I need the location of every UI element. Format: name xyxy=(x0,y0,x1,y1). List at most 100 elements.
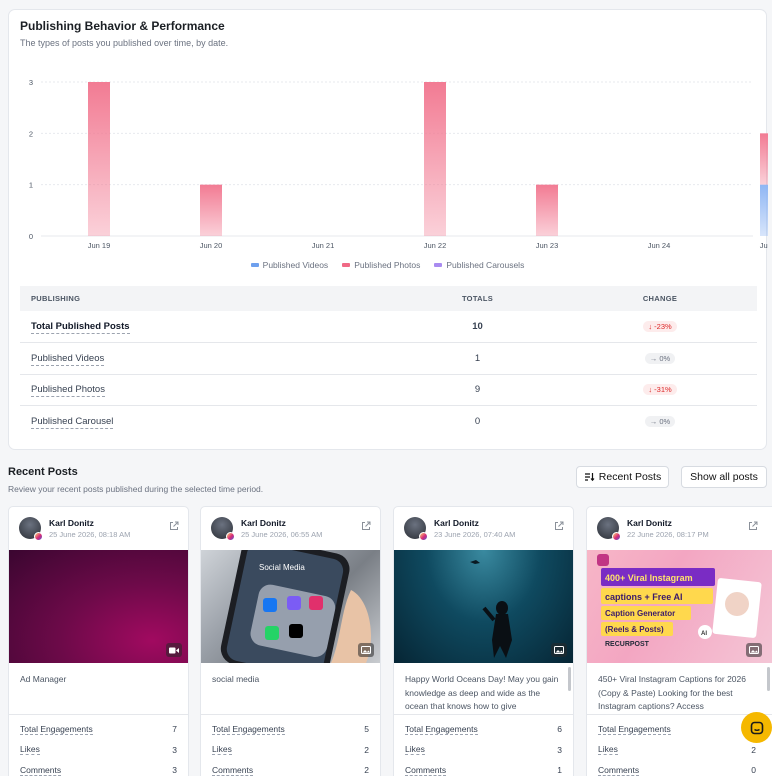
stat-value: 3 xyxy=(557,744,562,755)
row-change: → 0% xyxy=(552,406,757,438)
row-label[interactable]: Published Photos xyxy=(20,374,392,406)
row-total: 9 xyxy=(392,374,552,406)
post-date: 22 June 2026, 08:17 PM xyxy=(627,530,709,539)
diver-photo xyxy=(470,560,512,658)
external-link-icon[interactable] xyxy=(169,521,179,531)
table-row: Published Carousel 0 → 0% xyxy=(20,406,757,438)
bar-published-photos xyxy=(88,82,110,236)
legend-item-carousels[interactable]: Published Carousels xyxy=(434,260,524,270)
instagram-icon xyxy=(34,532,43,541)
row-label-text[interactable]: Total Published Posts xyxy=(31,321,130,334)
stat-row-engagements: Total Engagements 5 xyxy=(212,719,369,740)
stat-label: Comments xyxy=(598,764,640,776)
external-link-icon[interactable] xyxy=(361,521,371,531)
post-date: 23 June 2026, 07:40 AM xyxy=(434,530,516,539)
post-caption: social media xyxy=(212,674,260,684)
post-stats: Total Engagements 6 Likes 3 Comments 1 xyxy=(394,714,573,776)
post-card[interactable]: Karl Donitz 22 June 2026, 08:17 PM 400+ … xyxy=(586,506,772,776)
recent-posts-subtitle: Review your recent posts published durin… xyxy=(8,484,264,494)
bar-published-photos xyxy=(760,133,768,185)
bar-published-photos xyxy=(424,82,446,236)
external-link-icon[interactable] xyxy=(748,521,758,531)
chart-svg: 0 1 2 3 Jun 19 Jun 20 Jun 21 Jun 22 Jun 23 Jun 24… xyxy=(29,78,768,250)
stat-value: 5 xyxy=(364,724,369,735)
post-stats: Total Engagements 5 Likes 2 Comments 2 xyxy=(201,714,380,776)
external-link-icon[interactable] xyxy=(554,521,564,531)
post-date: 25 June 2026, 08:18 AM xyxy=(49,530,131,539)
post-card[interactable]: Karl Donitz 25 June 2026, 08:18 AM Ad Ma… xyxy=(8,506,189,776)
row-label-text[interactable]: Published Videos xyxy=(31,352,105,366)
instagram-icon xyxy=(612,532,621,541)
legend-item-videos[interactable]: Published Videos xyxy=(250,260,328,270)
stat-label: Comments xyxy=(405,764,447,776)
x-tick-label: Jun 23 xyxy=(536,241,559,250)
post-header: Karl Donitz 25 June 2026, 08:18 AM xyxy=(9,507,188,550)
sort-icon xyxy=(584,473,595,482)
chat-icon xyxy=(750,721,763,734)
stat-label: Comments xyxy=(212,764,254,776)
stat-row-comments: Comments 0 xyxy=(598,760,756,776)
legend-label: Published Carousels xyxy=(446,260,525,270)
publishing-table: PUBLISHING TOTALS CHANGE Total Published… xyxy=(20,286,757,437)
row-label[interactable]: Total Published Posts xyxy=(20,311,392,343)
table-row: Published Videos 1 → 0% xyxy=(20,342,757,375)
x-tick-label: Jun 22 xyxy=(424,241,447,250)
row-label[interactable]: Published Videos xyxy=(20,342,392,375)
stat-row-engagements: Total Engagements 7 xyxy=(20,719,177,740)
change-badge: → 0% xyxy=(644,352,676,364)
author-name: Karl Donitz xyxy=(627,518,672,528)
x-tick-label: Jun 20 xyxy=(200,241,223,250)
stat-label: Total Engagements xyxy=(405,723,478,735)
stat-value: 2 xyxy=(364,765,369,776)
post-card[interactable]: Karl Donitz 23 June 2026, 07:40 AM Happy… xyxy=(393,506,574,776)
legend-item-photos[interactable]: Published Photos xyxy=(342,260,420,270)
post-image[interactable]: Social Media xyxy=(201,536,380,681)
chat-widget-button[interactable] xyxy=(741,712,772,743)
image-icon xyxy=(551,643,567,657)
post-image[interactable] xyxy=(9,550,188,663)
y-tick-label: 0 xyxy=(29,232,33,241)
y-tick-label: 1 xyxy=(29,181,33,190)
show-all-posts-button[interactable]: Show all posts xyxy=(681,466,767,488)
stat-label: Comments xyxy=(20,764,62,776)
row-total: 10 xyxy=(392,311,552,343)
row-label-text[interactable]: Published Carousel xyxy=(31,416,114,429)
card-subtitle: The types of posts you published over ti… xyxy=(20,38,229,48)
image-text: Social Media xyxy=(259,563,305,572)
y-tick-label: 2 xyxy=(29,129,33,138)
bar-published-photos xyxy=(200,184,222,236)
stat-row-comments: Comments 2 xyxy=(212,760,369,776)
post-date: 25 June 2026, 06:55 AM xyxy=(241,530,323,539)
stat-value: 2 xyxy=(751,744,756,755)
row-change: → 0% xyxy=(552,342,757,375)
promo-line: (Reels & Posts) xyxy=(605,625,664,634)
post-image[interactable]: 400+ Viral Instagram captions + Free AI … xyxy=(587,550,772,663)
chart-legend: Published Videos Published Photos Publis… xyxy=(9,260,766,270)
stat-row-comments: Comments 1 xyxy=(405,760,562,776)
column-header-totals: TOTALS xyxy=(392,286,552,311)
stat-row-likes: Likes 3 xyxy=(20,740,177,761)
promo-brand: RECURPOST xyxy=(605,641,650,648)
card-title: Publishing Behavior & Performance xyxy=(20,19,225,33)
promo-line: captions + Free AI xyxy=(605,592,682,602)
x-tick-label: Jun 25 xyxy=(760,241,768,250)
author-name: Karl Donitz xyxy=(49,518,94,528)
stat-label: Likes xyxy=(212,744,232,756)
stat-row-engagements: Total Engagements xyxy=(598,719,756,740)
post-caption: Ad Manager xyxy=(20,674,67,684)
post-image[interactable] xyxy=(394,550,573,663)
row-label-text[interactable]: Published Photos xyxy=(31,384,105,398)
table-row: Published Photos 9 ↓ -31% xyxy=(20,374,757,406)
post-card[interactable]: Karl Donitz 25 June 2026, 06:55 AM Socia… xyxy=(200,506,381,776)
stat-value: 3 xyxy=(172,765,177,776)
bar-published-photos xyxy=(536,184,558,236)
publishing-performance-card: Publishing Behavior & Performance The ty… xyxy=(8,9,768,450)
recent-posts-title: Recent Posts xyxy=(8,466,78,478)
stat-row-comments: Comments 3 xyxy=(20,760,177,776)
recent-posts-sort-button[interactable]: Recent Posts xyxy=(576,466,669,488)
stat-label: Total Engagements xyxy=(20,723,93,735)
stat-value: 0 xyxy=(751,765,756,776)
stat-row-engagements: Total Engagements 6 xyxy=(405,719,562,740)
row-label[interactable]: Published Carousel xyxy=(20,406,392,438)
promo-line: Caption Generator xyxy=(605,609,675,618)
